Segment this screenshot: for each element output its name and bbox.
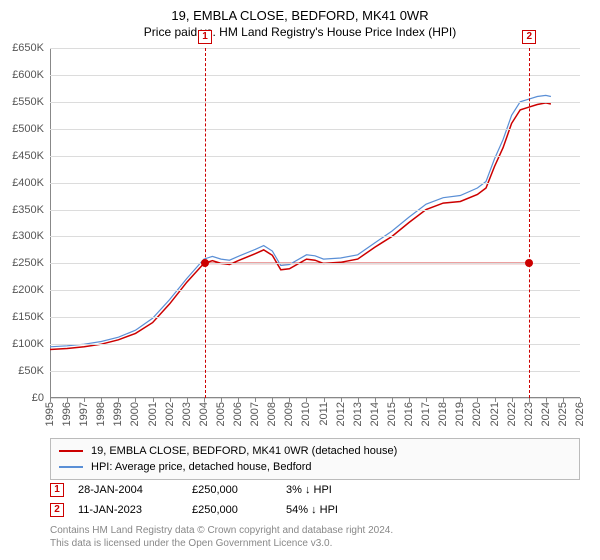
gridline [50, 263, 580, 264]
event-price: £250,000 [192, 504, 272, 516]
footer-attribution: Contains HM Land Registry data © Crown c… [50, 524, 580, 550]
y-tick-label: £500K [12, 123, 44, 135]
x-tick-label: 2002 [164, 402, 176, 426]
y-tick-label: £400K [12, 177, 44, 189]
event-row: 2 11-JAN-2023 £250,000 54% ↓ HPI [50, 500, 580, 520]
event-diff: 3% ↓ HPI [286, 484, 580, 496]
gridline [50, 236, 580, 237]
sale-vline [205, 48, 206, 398]
gridline [50, 75, 580, 76]
x-tick-label: 2008 [266, 402, 278, 426]
legend-label: 19, EMBLA CLOSE, BEDFORD, MK41 0WR (deta… [91, 445, 397, 457]
series-hpi [50, 95, 551, 346]
sale-point [201, 259, 209, 267]
x-tick-label: 2017 [420, 402, 432, 426]
y-tick-label: £50K [18, 365, 44, 377]
sale-vline [529, 48, 530, 398]
x-tick-label: 2001 [147, 402, 159, 426]
gridline [50, 210, 580, 211]
x-tick-label: 2004 [198, 402, 210, 426]
footer-line-1: Contains HM Land Registry data © Crown c… [50, 524, 580, 537]
sale-marker: 2 [522, 30, 536, 44]
x-tick-label: 2012 [335, 402, 347, 426]
event-date: 28-JAN-2004 [78, 484, 178, 496]
series-property [50, 103, 551, 350]
event-marker: 2 [50, 503, 64, 517]
chart-subtitle: Price paid vs. HM Land Registry's House … [0, 25, 600, 43]
x-tick-label: 2006 [232, 402, 244, 426]
sale-marker: 1 [198, 30, 212, 44]
chart-plot-area: £0£50K£100K£150K£200K£250K£300K£350K£400… [50, 48, 580, 398]
y-tick-label: £150K [12, 311, 44, 323]
x-tick-label: 2016 [403, 402, 415, 426]
y-tick-label: £600K [12, 69, 44, 81]
chart-svg [50, 48, 580, 398]
x-tick-label: 2026 [574, 402, 586, 426]
sale-point [525, 259, 533, 267]
y-tick-label: £300K [12, 230, 44, 242]
x-tick-label: 2005 [215, 402, 227, 426]
x-tick-label: 2003 [181, 402, 193, 426]
gridline [50, 371, 580, 372]
x-tick-label: 2018 [437, 402, 449, 426]
y-tick-label: £550K [12, 96, 44, 108]
legend-item: HPI: Average price, detached house, Bedf… [59, 459, 571, 475]
x-tick-label: 2013 [352, 402, 364, 426]
x-tick-label: 2021 [489, 402, 501, 426]
y-tick-label: £650K [12, 42, 44, 54]
legend-item: 19, EMBLA CLOSE, BEDFORD, MK41 0WR (deta… [59, 443, 571, 459]
x-tick-label: 2025 [557, 402, 569, 426]
event-row: 1 28-JAN-2004 £250,000 3% ↓ HPI [50, 480, 580, 500]
x-tick-label: 1998 [95, 402, 107, 426]
x-tick-label: 2014 [369, 402, 381, 426]
event-diff: 54% ↓ HPI [286, 504, 580, 516]
x-tick-label: 2019 [454, 402, 466, 426]
legend-label: HPI: Average price, detached house, Bedf… [91, 461, 312, 473]
event-price: £250,000 [192, 484, 272, 496]
gridline [50, 344, 580, 345]
x-tick-label: 2000 [129, 402, 141, 426]
legend-swatch [59, 466, 83, 468]
gridline [50, 317, 580, 318]
x-tick-label: 2023 [523, 402, 535, 426]
gridline [50, 183, 580, 184]
x-tick-label: 2007 [249, 402, 261, 426]
event-date: 11-JAN-2023 [78, 504, 178, 516]
x-tick-label: 2020 [471, 402, 483, 426]
y-tick-label: £0 [32, 392, 44, 404]
x-tick-label: 1995 [44, 402, 56, 426]
x-tick-label: 2009 [283, 402, 295, 426]
x-tick-label: 1999 [112, 402, 124, 426]
x-tick-label: 2024 [540, 402, 552, 426]
chart-title: 19, EMBLA CLOSE, BEDFORD, MK41 0WR [0, 0, 600, 25]
gridline [50, 398, 580, 399]
legend-swatch [59, 450, 83, 452]
gridline [50, 48, 580, 49]
footer-line-2: This data is licensed under the Open Gov… [50, 537, 580, 550]
x-tick-label: 2011 [318, 402, 330, 426]
gridline [50, 290, 580, 291]
gridline [50, 102, 580, 103]
legend-box: 19, EMBLA CLOSE, BEDFORD, MK41 0WR (deta… [50, 438, 580, 480]
events-table: 1 28-JAN-2004 £250,000 3% ↓ HPI 2 11-JAN-2023… [50, 480, 580, 520]
y-tick-label: £100K [12, 338, 44, 350]
gridline [50, 156, 580, 157]
x-tick-label: 2010 [300, 402, 312, 426]
x-tick-label: 1996 [61, 402, 73, 426]
y-tick-label: £450K [12, 150, 44, 162]
gridline [50, 129, 580, 130]
x-tick-label: 2022 [506, 402, 518, 426]
event-marker: 1 [50, 483, 64, 497]
x-tick-label: 2015 [386, 402, 398, 426]
x-tick-label: 1997 [78, 402, 90, 426]
y-tick-label: £350K [12, 204, 44, 216]
y-tick-label: £200K [12, 284, 44, 296]
y-tick-label: £250K [12, 257, 44, 269]
